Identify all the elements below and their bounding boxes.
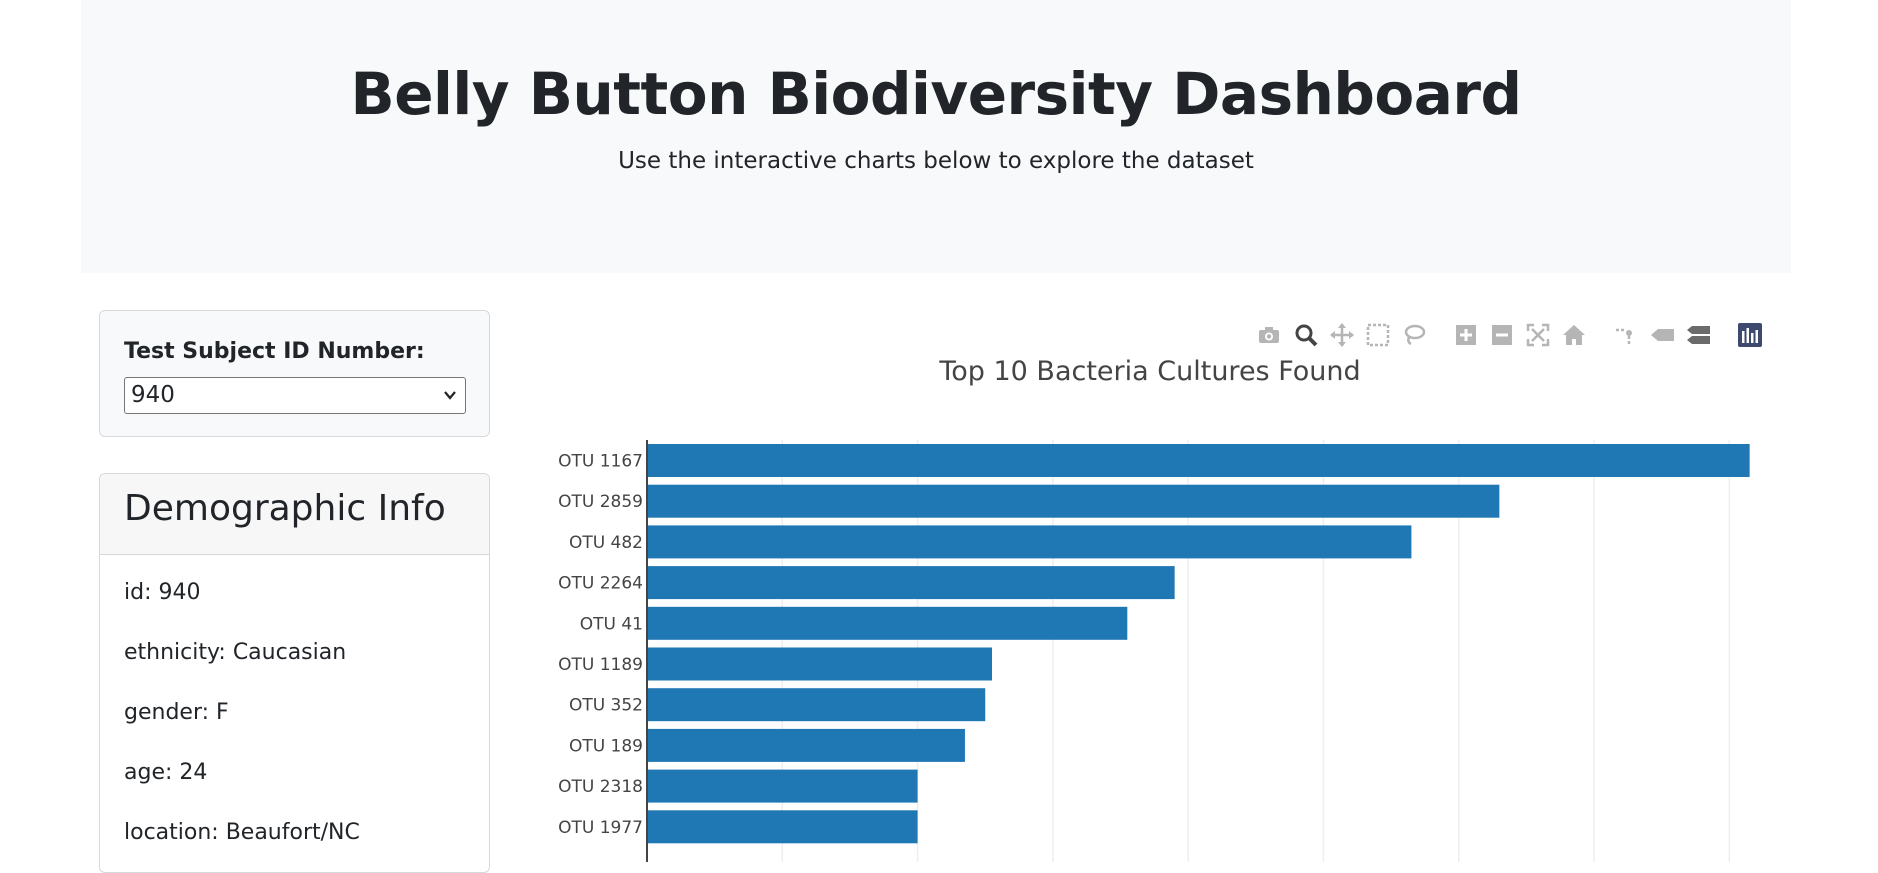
demographic-info-title: Demographic Info <box>124 488 446 529</box>
bar[interactable] <box>647 728 965 762</box>
y-tick-label: OTU 2264 <box>558 574 643 594</box>
chart-modebar <box>1255 322 1775 352</box>
y-tick-label: OTU 1167 <box>558 452 643 472</box>
plotly-logo-icon[interactable] <box>1736 322 1764 350</box>
zoom-in-icon[interactable] <box>1452 322 1480 350</box>
box-select-icon[interactable] <box>1364 322 1392 350</box>
bar[interactable] <box>647 688 986 722</box>
header-jumbotron: Belly Button Biodiversity Dashboard Use … <box>81 0 1791 273</box>
bar[interactable] <box>647 769 918 803</box>
y-tick-label: OTU 1977 <box>558 818 643 838</box>
lasso-select-icon[interactable] <box>1400 322 1428 350</box>
zoom-out-icon[interactable] <box>1488 322 1516 350</box>
demographic-row: age: 24 <box>124 760 208 785</box>
reset-axes-icon[interactable] <box>1560 322 1588 350</box>
bar[interactable] <box>647 566 1175 600</box>
bar[interactable] <box>647 810 918 844</box>
y-tick-label: OTU 41 <box>580 614 643 634</box>
y-tick-label: OTU 2859 <box>558 492 643 512</box>
y-tick-label: OTU 352 <box>569 696 643 716</box>
y-tick-label: OTU 1189 <box>558 655 643 675</box>
demographic-info-body: id: 940 ethnicity: Caucasian gender: F a… <box>100 555 489 872</box>
chevron-down-icon <box>443 378 457 425</box>
subject-selector-label: Test Subject ID Number: <box>124 339 425 364</box>
demographic-row: id: 940 <box>124 580 201 605</box>
bar[interactable] <box>647 484 1500 518</box>
spike-lines-icon[interactable] <box>1612 322 1640 350</box>
bar[interactable] <box>647 647 992 681</box>
bar[interactable] <box>647 525 1412 559</box>
zoom-icon[interactable] <box>1292 322 1320 350</box>
bar[interactable] <box>647 444 1750 477</box>
subject-selector-card: Test Subject ID Number: 940 <box>99 310 490 437</box>
bar[interactable] <box>647 606 1128 640</box>
chart-title: Top 10 Bacteria Cultures Found <box>939 356 1361 387</box>
autoscale-icon[interactable] <box>1524 322 1552 350</box>
y-tick-label: OTU 2318 <box>558 777 643 797</box>
page-subtitle: Use the interactive charts below to expl… <box>618 148 1254 174</box>
camera-icon[interactable] <box>1255 322 1283 350</box>
demographic-info-header: Demographic Info <box>100 474 489 555</box>
demographic-row: ethnicity: Caucasian <box>124 640 347 665</box>
page-title: Belly Button Biodiversity Dashboard <box>350 60 1522 128</box>
subject-id-value: 940 <box>131 382 175 408</box>
y-tick-label: OTU 482 <box>569 533 643 553</box>
pan-icon[interactable] <box>1328 322 1356 350</box>
hover-closest-icon[interactable] <box>1648 322 1676 350</box>
hover-compare-icon[interactable] <box>1684 322 1712 350</box>
bar-chart[interactable]: OTU 1167 OTU 2859 OTU 482 OTU 2264 OTU 41 OTU… <box>530 440 1800 862</box>
subject-id-select[interactable]: 940 <box>124 377 466 414</box>
demographic-info-panel: Demographic Info id: 940 ethnicity: Cauc… <box>99 473 490 873</box>
demographic-row: location: Beaufort/NC <box>124 820 360 845</box>
demographic-row: gender: F <box>124 700 229 725</box>
y-tick-label: OTU 189 <box>569 736 643 756</box>
